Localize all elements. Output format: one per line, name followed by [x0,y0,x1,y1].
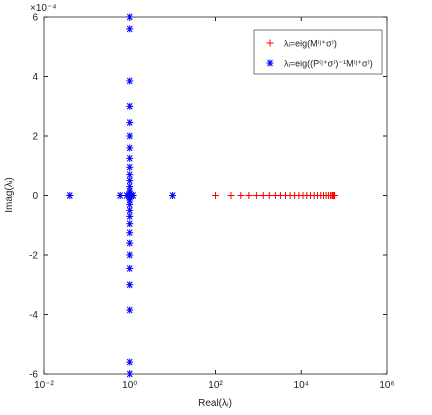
point [126,264,134,272]
legend-label: λᵢ=eig((P⁽ʲ⁺σ⁾)⁻¹M⁽ʲ⁺σ⁾) [284,59,373,69]
point [126,25,134,33]
y-tick-label: -2 [29,251,38,262]
point [126,177,134,185]
point [126,200,134,208]
point [126,206,134,214]
y-tick-label: 4 [32,72,38,83]
point [126,220,134,228]
point [237,192,245,199]
point [126,239,134,247]
y-tick-label: -6 [29,370,38,381]
y-axis-label: Imag(λᵢ) [4,177,15,212]
point [123,192,131,199]
point [126,281,134,289]
point [126,212,134,220]
point [126,144,134,152]
point [227,192,235,199]
point [126,370,134,378]
point [212,192,219,199]
point [126,171,134,179]
point [126,163,134,171]
point [126,183,134,191]
point [265,192,273,199]
point [116,192,124,199]
point [126,251,134,259]
point [129,192,137,199]
y-tick-label: 6 [32,13,38,24]
x-tick-label: 10⁻² [34,380,54,391]
x-axis-label: Real(λᵢ) [198,398,232,409]
x-tick-label: 10⁴ [294,380,309,391]
y-tick-label: -4 [29,310,38,321]
point [126,358,134,366]
point [252,192,260,199]
point [126,229,134,237]
point [126,132,134,140]
point [259,192,267,199]
point [331,192,339,199]
point [126,77,134,85]
legend-marker [266,59,274,67]
legend-label: λᵢ=eig(M⁽ʲ⁺σ⁾) [284,39,337,49]
point [126,119,134,127]
point [126,306,134,314]
point [169,192,177,199]
legend-box [253,29,383,75]
x-tick-label: 10² [208,380,223,391]
y-tick-label: 0 [32,191,38,202]
point [126,102,134,110]
point [66,192,74,199]
x-tick-label: 10⁶ [379,380,394,391]
y-tick-label: 2 [32,132,38,143]
legend-marker [266,39,274,47]
point [126,13,134,21]
point [126,196,134,204]
y-multiplier: ×10⁻⁴ [30,3,57,14]
point [126,154,134,162]
point [245,192,253,199]
x-tick-label: 10⁰ [122,380,137,391]
